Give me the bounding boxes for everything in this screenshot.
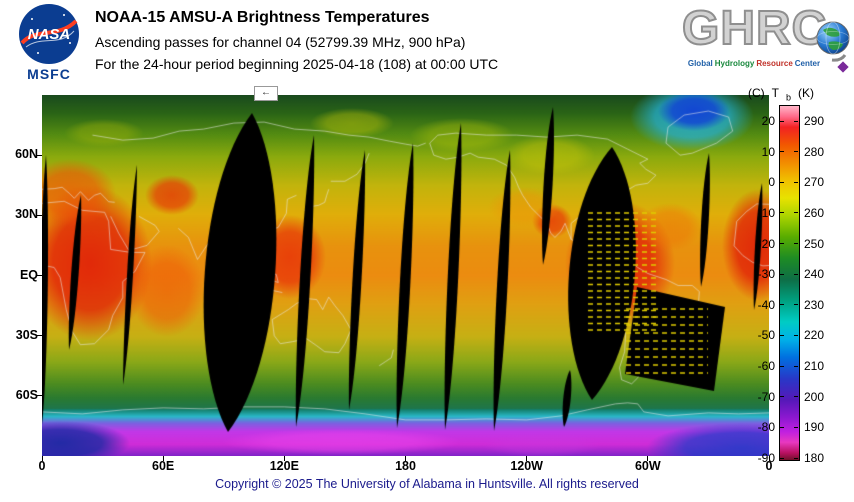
lat-label: 60N	[15, 147, 38, 162]
nasa-meatball-icon: NASA	[19, 4, 79, 64]
nasa-logo: NASA MSFC	[10, 3, 88, 82]
lat-label: 30S	[15, 327, 38, 342]
colorbar-tick-mark	[794, 181, 798, 183]
colorbar-kelvin-label: 260	[804, 205, 825, 220]
lon-label: 60E	[152, 459, 175, 473]
colorbar-tick-mark	[780, 457, 784, 459]
colorbar-gradient	[779, 105, 800, 461]
colorbar-tick-mark	[794, 273, 798, 275]
colorbar-kelvin-label: 250	[804, 236, 825, 251]
colorbar-celsius-label: -20	[757, 236, 775, 251]
colorbar-tick-mark	[780, 273, 784, 275]
colorbar-tick-mark	[794, 334, 798, 336]
colorbar-kelvin-label: 200	[804, 389, 825, 404]
bt-map-canvas	[42, 95, 769, 456]
colorbar-tick-mark	[794, 396, 798, 398]
lat-label: 30N	[15, 207, 38, 222]
lat-tick-mark	[36, 214, 42, 216]
colorbar-kelvin-label: 220	[804, 328, 825, 343]
colorbar-celsius-label: 20	[761, 114, 775, 128]
colorbar-tick-mark	[780, 212, 784, 214]
colorbar-kelvin-label: 230	[804, 297, 825, 312]
ghrc-subtitle-word: Center	[794, 59, 821, 68]
lat-tick-mark	[36, 395, 42, 397]
colorbar-kelvin-label: 210	[804, 359, 825, 374]
lon-tick-mark	[526, 456, 528, 461]
colorbar-kelvin-label: 190	[804, 420, 825, 435]
lat-tick-mark	[36, 154, 42, 156]
lon-tick-mark	[41, 456, 43, 461]
colorbar-celsius-label: -40	[757, 297, 775, 312]
lon-label: 180	[395, 459, 416, 473]
colorbar-kelvin-label: 180	[804, 451, 825, 465]
lon-tick-mark	[647, 456, 649, 461]
colorbar-celsius-label: -30	[757, 267, 775, 282]
colorbar-kelvin-label: 270	[804, 175, 825, 190]
title-block: NOAA-15 AMSU-A Brightness Temperatures A…	[95, 9, 498, 78]
ghrc-logo: GHRC Global Hydrology Resource Center	[680, 2, 850, 84]
colorbar-celsius-label: 0	[768, 175, 775, 190]
msfc-label: MSFC	[27, 66, 71, 82]
colorbar-celsius-label: -10	[757, 205, 775, 220]
back-arrow-icon: ←	[254, 86, 278, 101]
colorbar-tick-mark	[780, 365, 784, 367]
colorbar-kelvin-label: 280	[804, 144, 825, 159]
colorbar-tick-mark	[794, 426, 798, 428]
lon-tick-mark	[162, 456, 164, 461]
colorbar-kelvin-header: (K)	[798, 86, 815, 100]
colorbar-tick-mark	[780, 151, 784, 153]
colorbar-tick-mark	[794, 151, 798, 153]
colorbar-kelvin-label: 290	[804, 114, 825, 128]
colorbar-tick-mark	[794, 457, 798, 459]
subtitle-period: For the 24-hour period beginning 2025-04…	[95, 56, 499, 72]
lon-tick-mark	[405, 456, 406, 461]
colorbar-celsius-label: 10	[761, 144, 775, 159]
colorbar-tick-mark	[780, 181, 784, 183]
ghrc-acronym: GHRC	[681, 2, 828, 55]
colorbar-tick-mark	[794, 120, 798, 122]
ghrc-subtitle-word: Resource	[756, 59, 793, 68]
lon-label: 0	[765, 459, 773, 473]
colorbar-celsius-label: -70	[757, 389, 775, 404]
lon-label: 120E	[269, 459, 299, 473]
copyright-text: Copyright © 2025 The University of Alaba…	[215, 477, 639, 491]
ghrc-subtitle-word: Hydrology	[714, 59, 755, 68]
colorbar-tick-mark	[780, 243, 784, 245]
colorbar-tick-mark	[794, 304, 798, 306]
page-title: NOAA-15 AMSU-A Brightness Temperatures	[95, 9, 430, 26]
colorbar-tick-mark	[780, 304, 784, 306]
lat-tick-mark	[36, 275, 42, 276]
lon-label: 120W	[510, 459, 543, 473]
colorbar-celsius-label: -90	[757, 451, 775, 465]
colorbar-celsius-label: -50	[757, 328, 775, 343]
colorbar-tick-mark	[780, 396, 784, 398]
lat-label: EQ	[19, 267, 38, 282]
lon-label: 0	[38, 459, 46, 473]
lon-tick-mark	[283, 456, 285, 461]
lon-label: 60W	[634, 459, 661, 473]
colorbar-tick-mark	[794, 212, 798, 214]
colorbar-tick-mark	[794, 243, 798, 245]
colorbar-tick-mark	[780, 334, 784, 336]
colorbar-tick-mark	[794, 365, 798, 367]
ghrc-globe-icon	[816, 21, 850, 73]
colorbar-celsius-header: (C)	[748, 86, 765, 100]
subtitle-channel: Ascending passes for channel 04 (52799.3…	[95, 34, 466, 50]
colorbar-celsius-label: -80	[757, 420, 775, 435]
nasa-wordmark: NASA	[28, 26, 71, 43]
ghrc-subtitle-word: Global	[687, 59, 713, 68]
ghrc-subtitle: Global Hydrology Resource Center	[680, 59, 830, 68]
colorbar-celsius-label: -60	[757, 359, 775, 374]
colorbar-tick-mark	[780, 426, 784, 428]
lat-label: 60S	[15, 387, 38, 402]
lon-tick-mark	[768, 456, 770, 461]
lat-tick-mark	[36, 335, 42, 337]
colorbar-tick-mark	[780, 120, 784, 122]
colorbar-kelvin-label: 240	[804, 267, 825, 282]
